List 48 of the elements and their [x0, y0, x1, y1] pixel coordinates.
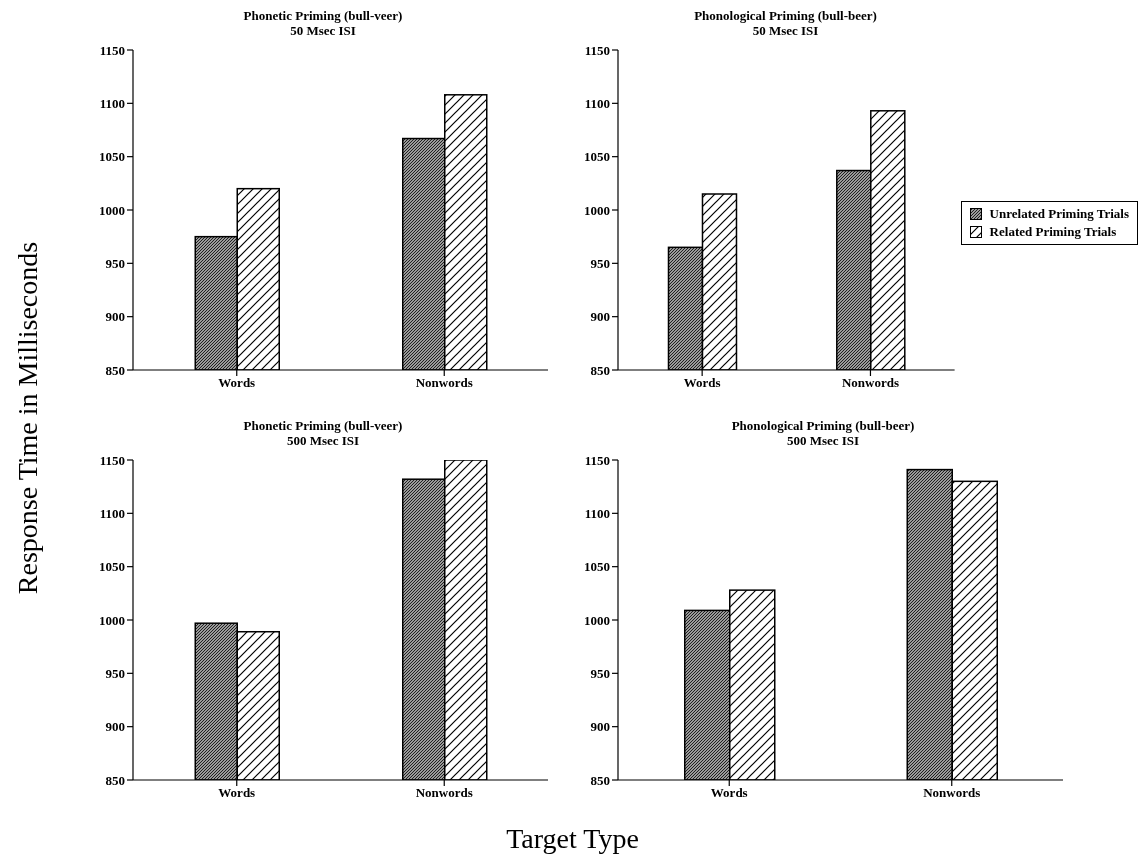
y-tick-label: 900: [105, 309, 125, 325]
legend-label: Unrelated Priming Trials: [989, 204, 1129, 223]
y-tick-label: 850: [105, 362, 125, 378]
y-tick-label: 1100: [584, 505, 610, 521]
y-tick-label: 850: [590, 362, 610, 378]
chart-title: Phonetic Priming (bull-veer): [242, 418, 404, 433]
y-axis-title: Response Time in Milliseconds: [12, 241, 44, 595]
chart-subtitle: 500 Msec ISI: [285, 433, 361, 448]
y-tick-label: 1000: [99, 612, 125, 628]
y-tick-label: 850: [105, 772, 125, 788]
y-tick-label: 1050: [584, 559, 610, 575]
y-tick-label: 1000: [99, 202, 125, 218]
chart-title: Phonological Priming (bull-beer): [730, 418, 916, 433]
x-tick-label: Nonwords: [923, 785, 981, 801]
x-tick-label: Nonwords: [415, 785, 473, 801]
y-tick-label: 950: [105, 665, 125, 681]
x-tick-label: Nonwords: [841, 375, 899, 391]
y-tick-label: 1050: [99, 149, 125, 165]
y-tick-label: 1100: [99, 505, 125, 521]
y-tick-label: 1150: [99, 42, 125, 58]
y-tick-label: 1150: [99, 452, 125, 468]
y-tick-label: 950: [105, 255, 125, 271]
y-tick-label: 1050: [584, 149, 610, 165]
x-tick-label: Words: [218, 375, 256, 391]
y-tick-label: 900: [105, 719, 125, 735]
y-tick-label: 850: [590, 772, 610, 788]
y-tick-label: 1100: [584, 95, 610, 111]
legend-label: Related Priming Trials: [989, 222, 1117, 241]
x-tick-label: Words: [218, 785, 256, 801]
chart-subtitle: 50 Msec ISI: [289, 23, 357, 38]
y-tick-label: 1000: [584, 202, 610, 218]
y-tick-label: 950: [590, 665, 610, 681]
x-axis-title: Target Type: [505, 823, 640, 855]
x-tick-label: Words: [710, 785, 748, 801]
y-tick-label: 900: [590, 309, 610, 325]
y-tick-label: 1000: [584, 612, 610, 628]
y-tick-label: 1150: [584, 452, 610, 468]
y-tick-label: 1150: [584, 42, 610, 58]
chart-subtitle: 500 Msec ISI: [785, 433, 861, 448]
y-tick-label: 1100: [99, 95, 125, 111]
y-tick-label: 900: [590, 719, 610, 735]
chart-title: Phonetic Priming (bull-veer): [242, 8, 404, 23]
y-tick-label: 950: [590, 255, 610, 271]
chart-title: Phonological Priming (bull-beer): [693, 8, 878, 23]
chart-subtitle: 50 Msec ISI: [751, 23, 820, 38]
x-tick-label: Words: [683, 375, 721, 391]
y-tick-label: 1050: [99, 559, 125, 575]
x-tick-label: Nonwords: [415, 375, 473, 391]
